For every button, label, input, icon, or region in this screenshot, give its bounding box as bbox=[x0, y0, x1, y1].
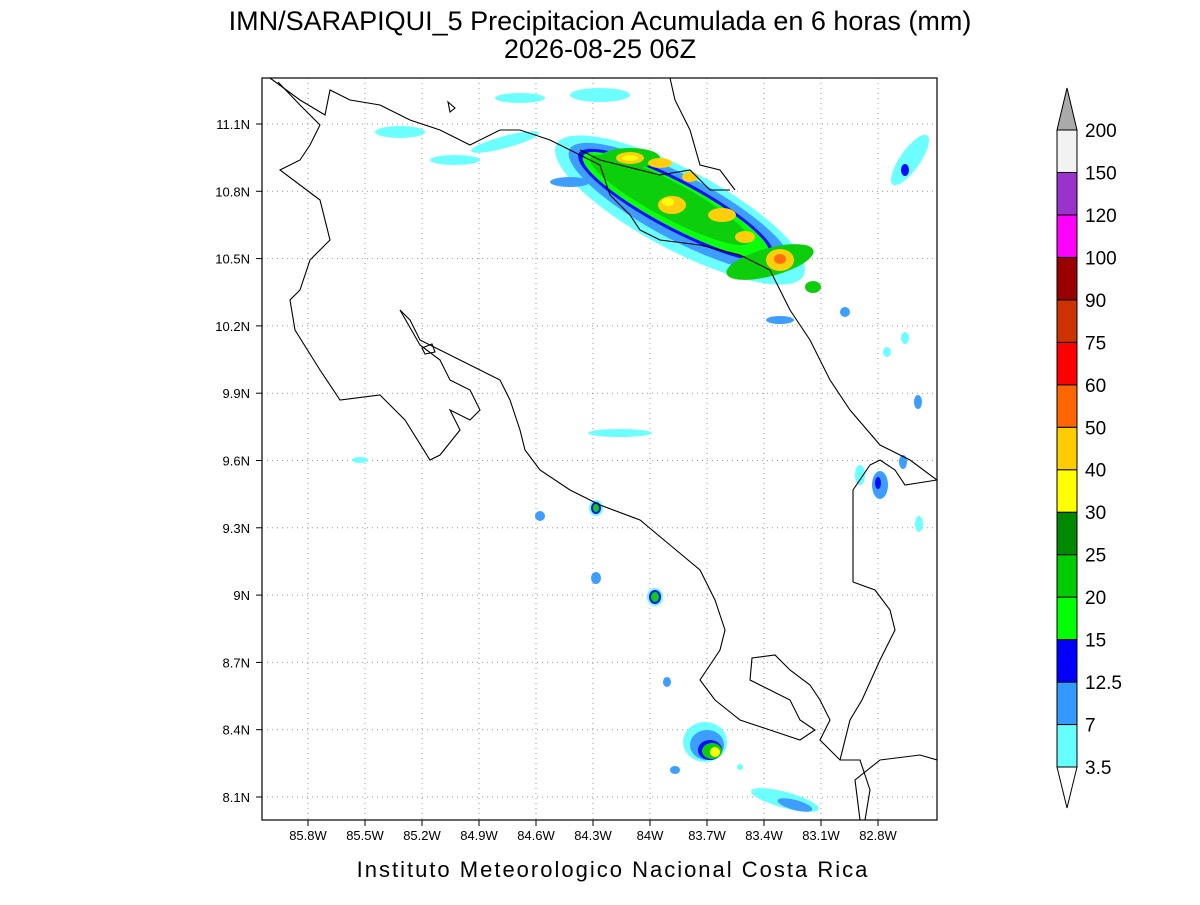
colorbar-label: 50 bbox=[1085, 418, 1106, 439]
lat-label: 8.4N bbox=[223, 723, 250, 738]
lat-label: 8.1N bbox=[223, 790, 250, 805]
lat-label: 10.5N bbox=[215, 252, 250, 267]
colorbar-label: 12.5 bbox=[1085, 673, 1122, 694]
colorbar-label: 30 bbox=[1085, 503, 1106, 524]
lon-label: 84.3W bbox=[574, 828, 612, 843]
colorbar-label: 200 bbox=[1085, 121, 1117, 142]
lat-label: 9N bbox=[233, 588, 250, 603]
lon-label: 84.6W bbox=[517, 828, 555, 843]
color-box bbox=[1056, 426, 1078, 471]
color-box bbox=[1056, 554, 1078, 598]
color-box bbox=[1056, 469, 1078, 513]
lon-label: 85.5W bbox=[346, 828, 384, 843]
lat-label: 9.3N bbox=[223, 521, 250, 536]
under-triangle bbox=[1056, 766, 1078, 809]
title: IMN/SARAPIQUI_5 Precipitacion Acumulada … bbox=[229, 6, 972, 36]
lon-label: 83.7W bbox=[688, 828, 726, 843]
colorbar-label: 75 bbox=[1085, 333, 1106, 354]
graticule bbox=[256, 78, 937, 826]
colorbar-label: 100 bbox=[1085, 248, 1117, 269]
map-area bbox=[256, 77, 938, 826]
colorbar-label: 120 bbox=[1085, 206, 1117, 227]
over-triangle bbox=[1056, 87, 1078, 131]
lat-label: 11.1N bbox=[216, 117, 250, 132]
lat-label: 10.2N bbox=[215, 319, 250, 334]
color-box bbox=[1056, 681, 1078, 726]
colorbar-label: 40 bbox=[1085, 461, 1106, 482]
color-box bbox=[1056, 171, 1078, 216]
colorbar-label: 3.5 bbox=[1085, 758, 1111, 779]
color-box bbox=[1056, 129, 1078, 173]
lon-label: 83.1W bbox=[802, 828, 840, 843]
color-box bbox=[1056, 724, 1078, 768]
color-box bbox=[1056, 341, 1078, 386]
colorbar-label: 25 bbox=[1085, 546, 1106, 567]
lon-label: 84.9W bbox=[460, 828, 498, 843]
colorbar: 3.5 7 12.5 15 20 25 30 40 50 60 75 90 100 120 150 200 bbox=[1056, 87, 1122, 809]
lon-label: 84W bbox=[637, 828, 664, 843]
color-box bbox=[1056, 639, 1078, 683]
lon-label: 82.8W bbox=[859, 828, 897, 843]
lat-label: 10.8N bbox=[215, 184, 250, 199]
lat-label: 9.6N bbox=[223, 454, 250, 469]
colorbar-label: 15 bbox=[1085, 631, 1106, 652]
colorbar-label: 60 bbox=[1085, 376, 1106, 397]
color-box bbox=[1056, 384, 1078, 428]
colorbar-label: 7 bbox=[1085, 716, 1096, 737]
subtitle: 2026-08-25 06Z bbox=[504, 34, 696, 64]
colorbar-label: 20 bbox=[1085, 588, 1106, 609]
precipitation bbox=[269, 78, 937, 820]
lon-label: 83.4W bbox=[745, 828, 783, 843]
lat-label: 9.9N bbox=[223, 386, 250, 401]
color-box bbox=[1056, 256, 1078, 301]
lon-label: 85.2W bbox=[403, 828, 441, 843]
footer: Instituto Meteorologico Nacional Costa R… bbox=[357, 857, 870, 882]
lon-label: 85.8W bbox=[289, 828, 327, 843]
map-frame bbox=[261, 77, 938, 821]
colorbar-label: 90 bbox=[1085, 291, 1106, 312]
lat-label: 8.7N bbox=[223, 655, 250, 670]
color-box bbox=[1056, 596, 1078, 641]
color-box bbox=[1056, 214, 1078, 258]
colorbar-label: 150 bbox=[1085, 163, 1117, 184]
color-box bbox=[1056, 511, 1078, 556]
color-box bbox=[1056, 299, 1078, 343]
